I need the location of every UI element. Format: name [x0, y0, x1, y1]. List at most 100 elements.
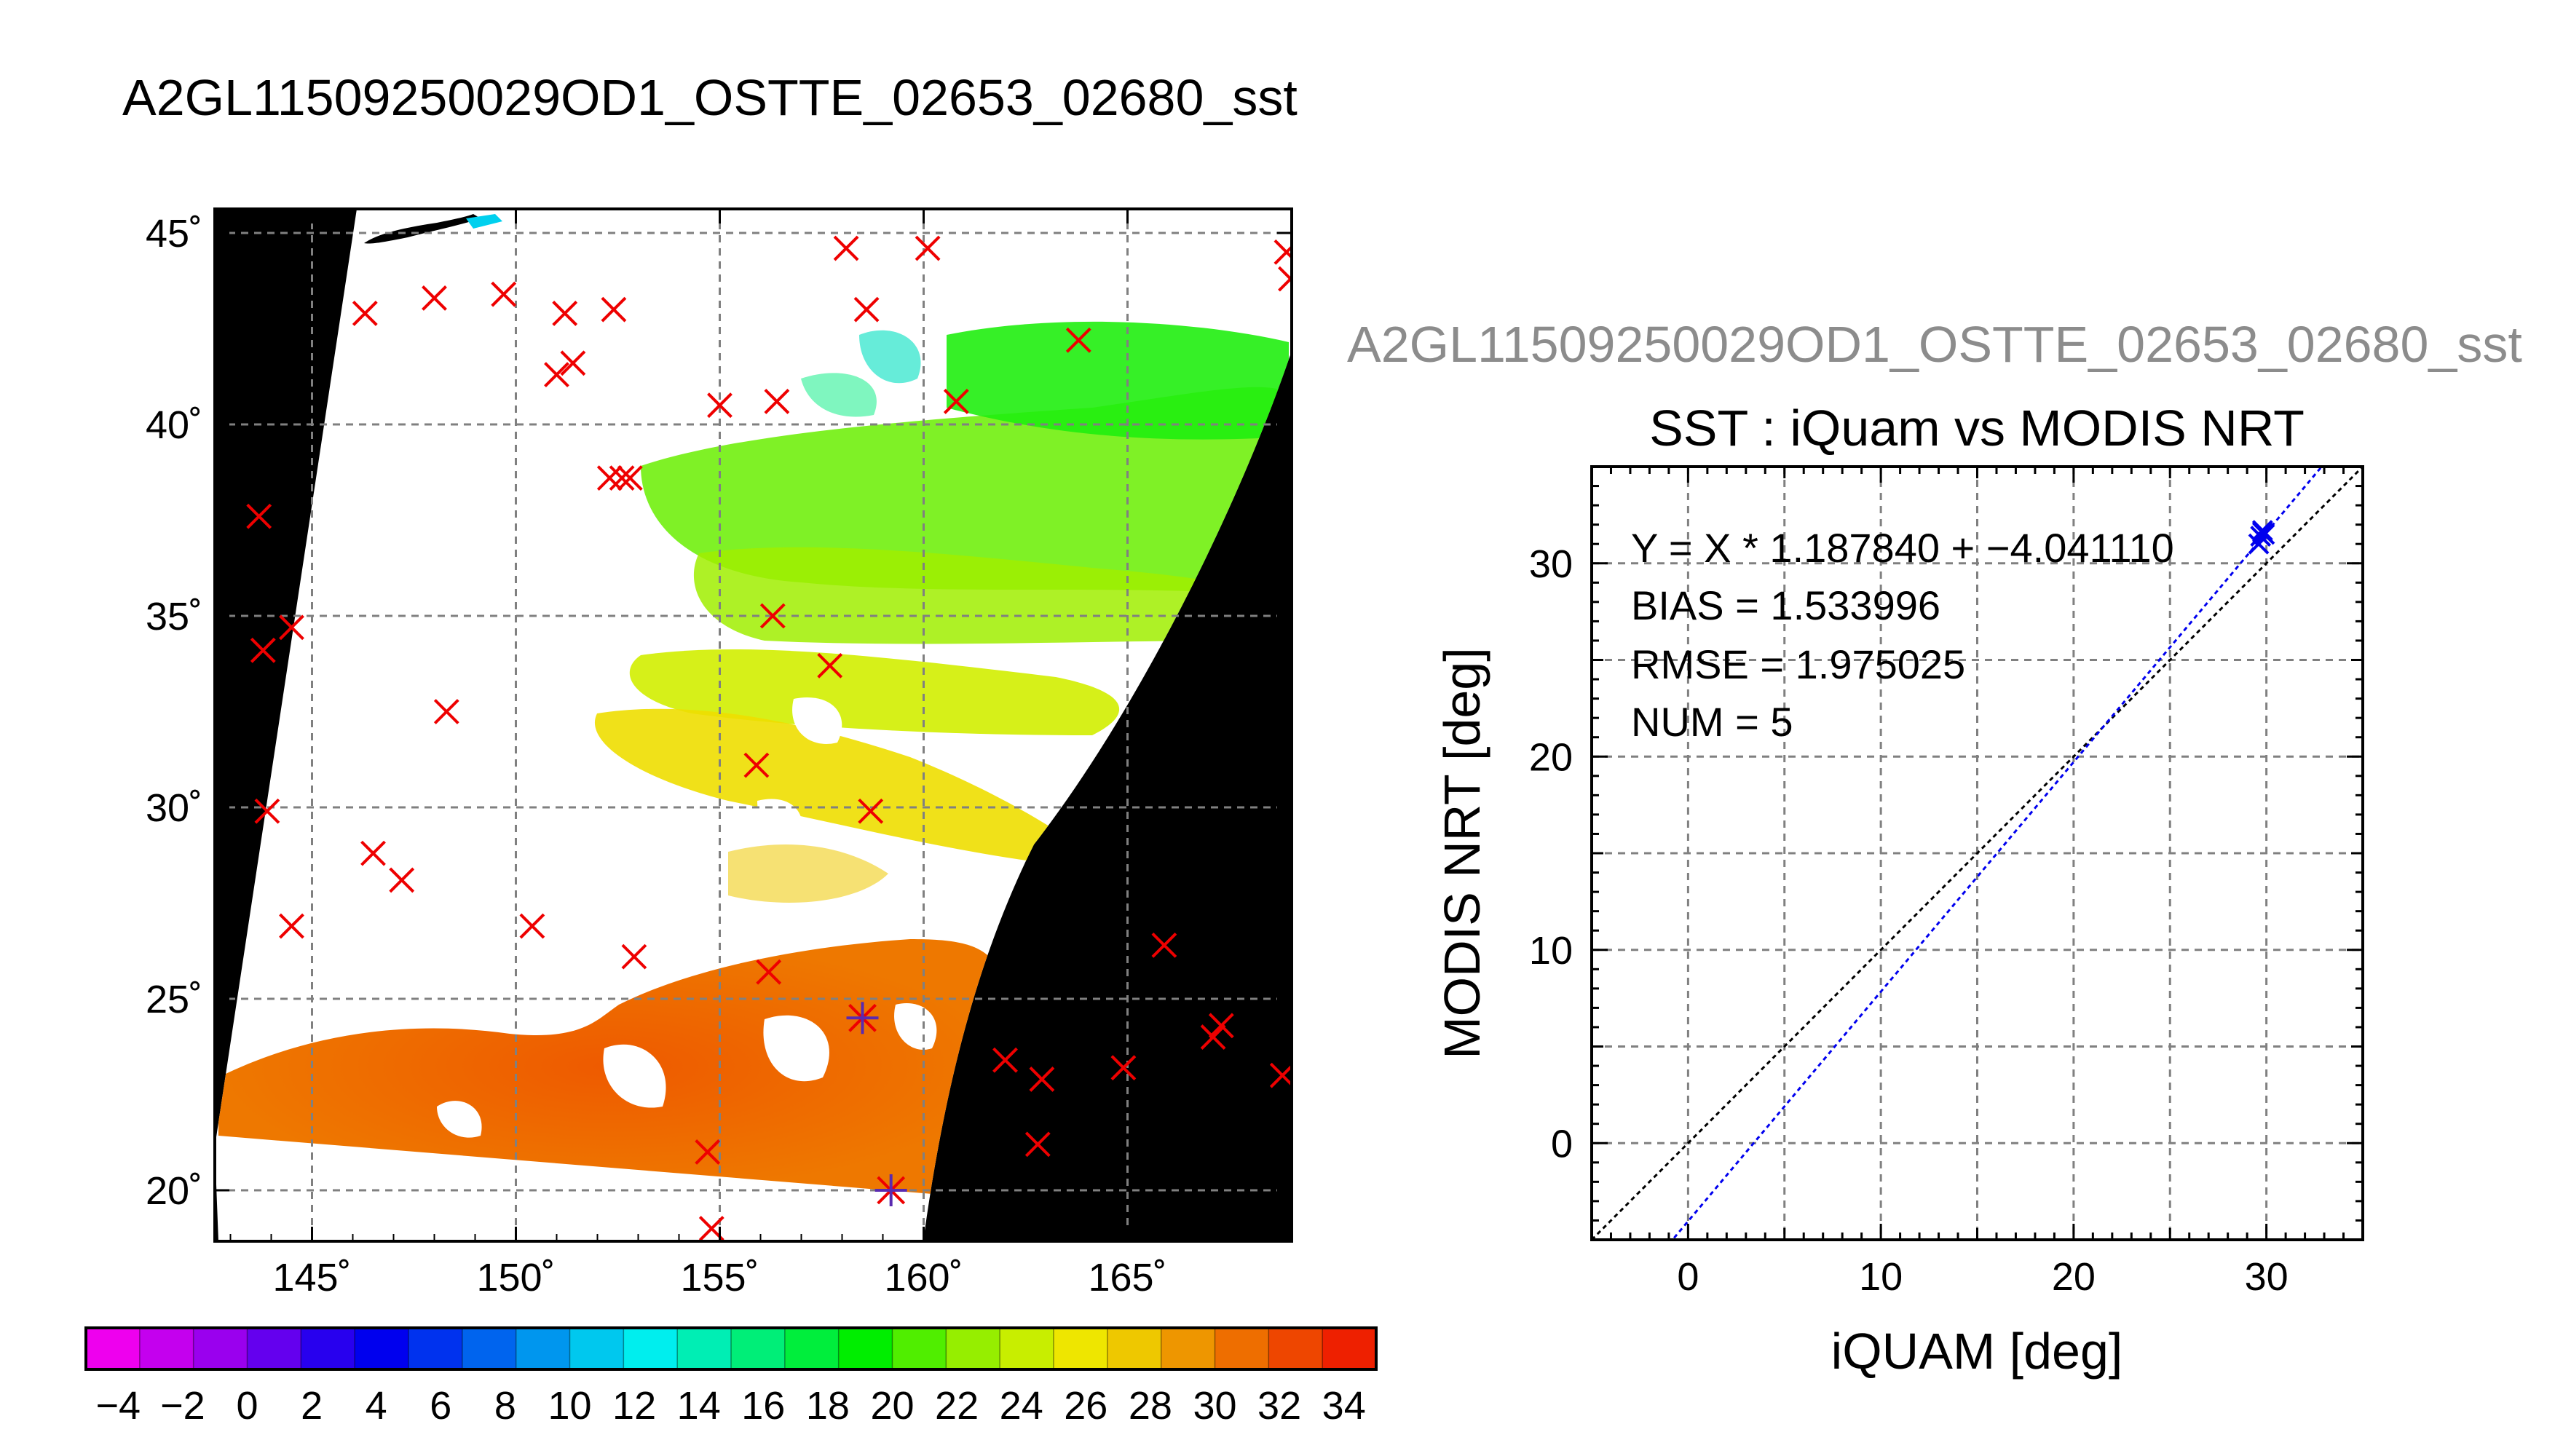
colorbar-label: 32	[1257, 1384, 1301, 1428]
lon-tick-label: 155˚	[680, 1256, 759, 1299]
colorbar-segment	[946, 1328, 1000, 1369]
buoy-marker	[1269, 1062, 1292, 1088]
colorbar-segment	[193, 1328, 248, 1369]
buoy-marker	[601, 296, 627, 323]
buoy-marker	[1151, 932, 1177, 958]
colorbar-segment	[838, 1328, 893, 1369]
scatter-y-tick-label: 20	[1529, 735, 1573, 779]
lat-tick-label: 45˚	[146, 212, 202, 256]
colorbar-segment	[569, 1328, 624, 1369]
stat-bias: BIAS = 1.533996	[1631, 582, 1940, 628]
colorbar-segment	[892, 1328, 947, 1369]
buoy-marker	[254, 798, 280, 824]
map-ticks	[215, 209, 1292, 1241]
buoy-marker	[360, 840, 386, 866]
lon-tick-label: 165˚	[1088, 1256, 1166, 1299]
scatter-plot: SST : iQuam vs MODIS NRT 0 10 20 30 0 10 20 30…	[1434, 400, 2364, 1380]
buoy-marker	[617, 465, 643, 491]
colorbar-segment	[462, 1328, 517, 1369]
buoy-markers	[246, 235, 1292, 1241]
secondary-title: A2GL11509250029OD1_OSTTE_02653_02680_sst	[1347, 316, 2522, 373]
buoy-marker	[1200, 1024, 1226, 1051]
colorbar-label: 12	[612, 1384, 656, 1428]
buoy-marker	[695, 1139, 721, 1165]
colorbar-label: 14	[677, 1384, 721, 1428]
scatter-x-tick-labels: 0 10 20 30	[1677, 1255, 2288, 1299]
colorbar-label: 4	[366, 1384, 387, 1428]
lat-tick-labels: 45˚ 40˚ 35˚ 30˚ 25˚ 20˚	[146, 212, 202, 1213]
sst-fields	[218, 321, 1289, 1194]
scatter-point	[2248, 533, 2270, 555]
colorbar-label: 28	[1129, 1384, 1172, 1428]
x-axis-label: iQUAM [deg]	[1831, 1323, 2123, 1380]
colorbar-labels: −4 −2 0 2 4 6 8 10 12 14 16 18 20 22 24 26 28 30 32 34	[96, 1384, 1366, 1428]
scatter-ticks	[1592, 467, 2363, 1240]
scatter-y-tick-label: 30	[1529, 542, 1573, 586]
scatter-x-tick-label: 20	[2052, 1255, 2096, 1299]
colorbar-label: 24	[1000, 1384, 1043, 1428]
colorbar-label: 18	[806, 1384, 850, 1428]
colorbar-label: 0	[236, 1384, 258, 1428]
scatter-title: SST : iQuam vs MODIS NRT	[1649, 400, 2305, 456]
lat-tick-label: 25˚	[146, 978, 202, 1021]
colorbar-segment	[86, 1328, 141, 1369]
buoy-marker	[1110, 1055, 1137, 1081]
colorbar: −4 −2 0 2 4 6 8 10 12 14 16 18 20 22 24 26 28 30 32 34	[84, 1326, 1378, 1428]
colorbar-segment	[408, 1328, 463, 1369]
colorbar-segment	[784, 1328, 840, 1369]
buoy-marker	[279, 913, 304, 939]
lat-tick-label: 20˚	[146, 1169, 202, 1213]
colorbar-label: 8	[494, 1384, 516, 1428]
colorbar-segment	[516, 1328, 570, 1369]
lon-tick-label: 160˚	[884, 1256, 963, 1299]
y-axis-label: MODIS NRT [deg]	[1434, 647, 1490, 1059]
buoy-marker	[279, 614, 304, 641]
lon-tick-labels: 145˚ 150˚ 155˚ 160˚ 165˚	[272, 1256, 1166, 1299]
matched-marker	[846, 1002, 879, 1034]
colorbar-segment	[139, 1328, 194, 1369]
scatter-point	[2250, 526, 2272, 547]
colorbar-label: 26	[1064, 1384, 1107, 1428]
colorbar-segment	[301, 1328, 355, 1369]
buoy-marker	[621, 943, 647, 970]
buoy-marker	[560, 350, 586, 376]
buoy-marker	[352, 301, 378, 326]
stat-num: NUM = 5	[1631, 699, 1793, 745]
buoy-marker	[422, 285, 447, 311]
buoy-marker	[609, 465, 635, 491]
buoy-marker	[1273, 239, 1292, 265]
colorbar-segment	[623, 1328, 678, 1369]
colorbar-label: 6	[430, 1384, 451, 1428]
buoy-marker	[544, 362, 569, 388]
scatter-y-tick-labels: 0 10 20 30	[1529, 542, 1573, 1166]
one-to-one-line	[1592, 467, 2363, 1240]
buoy-marker	[743, 752, 770, 778]
colorbar-segment	[1322, 1328, 1377, 1369]
buoy-marker	[250, 637, 276, 663]
colorbar-label: 10	[548, 1384, 591, 1428]
lat-tick-label: 30˚	[146, 786, 202, 830]
scatter-x-tick-label: 10	[1859, 1255, 1903, 1299]
scatter-y-tick-label: 10	[1529, 929, 1573, 973]
matched-marker	[874, 1174, 907, 1206]
buoy-marker	[707, 392, 732, 419]
colorbar-segment	[247, 1328, 301, 1369]
scatter-grid	[1592, 467, 2363, 1240]
map-frame	[213, 207, 1293, 1243]
buoy-marker	[833, 235, 859, 261]
colorbar-frame	[84, 1326, 1378, 1371]
buoy-marker	[1208, 1013, 1234, 1039]
sst-map: 145˚ 150˚ 155˚ 160˚ 165˚ 45˚ 40˚ 35˚ 30˚ 25˚ 20˚	[146, 207, 1293, 1299]
buoy-marker	[596, 465, 623, 491]
colorbar-label: 30	[1193, 1384, 1236, 1428]
buoy-marker	[764, 389, 790, 414]
buoy-marker	[943, 389, 969, 414]
map-grid	[215, 209, 1292, 1241]
buoy-marker	[1029, 1067, 1055, 1092]
colorbar-segment	[677, 1328, 732, 1369]
colorbar-segment	[731, 1328, 786, 1369]
colorbar-segments	[86, 1328, 1377, 1369]
colorbar-segment	[355, 1328, 409, 1369]
buoy-marker	[246, 503, 272, 529]
land-coastline	[364, 214, 481, 244]
